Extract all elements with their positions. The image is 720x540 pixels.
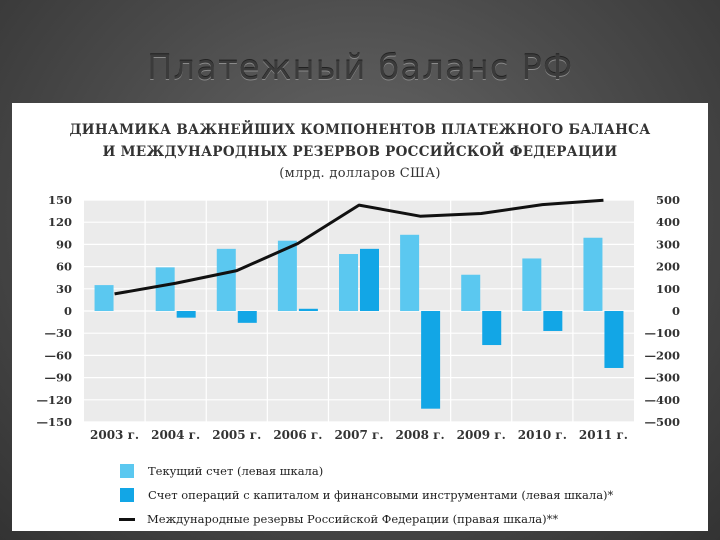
line-reserves	[114, 198, 604, 296]
right-axis-tick-label: —400	[644, 393, 680, 407]
bar-current-account	[216, 248, 236, 311]
left-axis-tick-label: 0	[64, 304, 72, 318]
right-axis-tick-label: 400	[656, 215, 680, 229]
left-axis-tick-label: —30	[44, 326, 72, 340]
x-axis-tick-label: 2007 г.	[334, 428, 383, 442]
slide-title: Платежный баланс РФ	[146, 48, 574, 88]
legend-label-current-account: Текущий счет (левая шкала)	[148, 464, 324, 478]
bar-capital-account	[482, 311, 502, 346]
chart-legend: Текущий счет (левая шкала) Счет операций…	[119, 459, 613, 531]
right-axis-tick-label: 200	[656, 260, 680, 274]
chart-title-line-1: ДИНАМИКА ВАЖНЕЙШИХ КОМПОНЕНТОВ ПЛАТЕЖНОГ…	[69, 122, 651, 138]
x-axis-tick-label: 2005 г.	[212, 428, 261, 442]
legend-label-reserves: Международные резервы Российской Федерац…	[147, 512, 559, 526]
left-axis-tick-label: 150	[48, 193, 72, 207]
bar-current-account	[94, 285, 114, 311]
legend-swatch-capital-account	[120, 488, 134, 502]
x-axis-tick-label: 2006 г.	[273, 428, 322, 442]
bar-current-account	[339, 254, 358, 311]
left-axis-tick-label: 120	[48, 215, 72, 229]
right-axis-tick-label: —100	[644, 326, 680, 340]
bar-capital-account	[421, 311, 441, 409]
left-axis-tick-label: 90	[56, 237, 72, 251]
right-axis-tick-label: 0	[672, 304, 680, 318]
right-axis-tick-label: 300	[656, 237, 680, 251]
x-axis-tick-label: 2008 г.	[396, 428, 445, 442]
right-axis-tick-label: —200	[644, 348, 680, 362]
x-axis-tick-label: 2010 г.	[518, 428, 567, 442]
left-axis-tick-label: —150	[36, 415, 72, 429]
legend-item-capital-account: Счет операций с капиталом и финансовыми …	[120, 483, 613, 507]
chart-title-line-2: И МЕЖДУНАРОДНЫХ РЕЗЕРВОВ РОССИЙСКОЙ ФЕДЕ…	[102, 144, 618, 160]
bar-capital-account	[176, 311, 196, 318]
left-axis-tick-label: —90	[44, 371, 72, 385]
bar-capital-account	[543, 311, 563, 331]
right-axis-tick-label: —300	[644, 371, 680, 385]
right-axis-tick-label: 500	[656, 193, 680, 207]
legend-label-capital-account: Счет операций с капиталом и финансовыми …	[148, 488, 614, 502]
chart-panel: ДИНАМИКА ВАЖНЕЙШИХ КОМПОНЕНТОВ ПЛАТЕЖНОГ…	[12, 103, 708, 531]
bar-capital-account	[360, 248, 379, 311]
bar-capital-account	[604, 311, 624, 368]
left-axis-tick-label: 30	[56, 282, 72, 296]
bar-capital-account	[298, 308, 318, 311]
left-axis-tick-label: —120	[36, 393, 72, 407]
chart-svg: 1501209060300—30—60—90—120—1505004003002…	[36, 193, 680, 442]
x-axis-tick-label: 2003 г.	[90, 428, 139, 442]
bar-current-account	[522, 258, 542, 311]
chart-title: ДИНАМИКА ВАЖНЕЙШИХ КОМПОНЕНТОВ ПЛАТЕЖНОГ…	[12, 119, 708, 185]
right-axis-tick-label: —500	[644, 415, 680, 429]
legend-swatch-current-account	[120, 464, 134, 478]
bar-current-account	[461, 274, 481, 311]
chart-subtitle: (млрд. долларов США)	[279, 166, 441, 181]
right-axis-tick-label: 100	[656, 282, 680, 296]
legend-item-current-account: Текущий счет (левая шкала)	[120, 459, 613, 483]
x-axis-tick-label: 2011 г.	[579, 428, 628, 442]
bar-current-account	[155, 267, 175, 311]
x-axis-tick-label: 2009 г.	[457, 428, 506, 442]
left-axis-tick-label: 60	[56, 260, 72, 274]
bar-capital-account	[237, 311, 257, 323]
left-axis-tick-label: —60	[44, 348, 72, 362]
bar-current-account	[400, 234, 420, 311]
legend-item-reserves: Международные резервы Российской Федерац…	[119, 507, 613, 531]
legend-swatch-reserves	[119, 517, 135, 521]
x-axis-tick-label: 2004 г.	[151, 428, 200, 442]
bar-current-account	[583, 237, 603, 311]
bar-current-account	[277, 240, 297, 311]
